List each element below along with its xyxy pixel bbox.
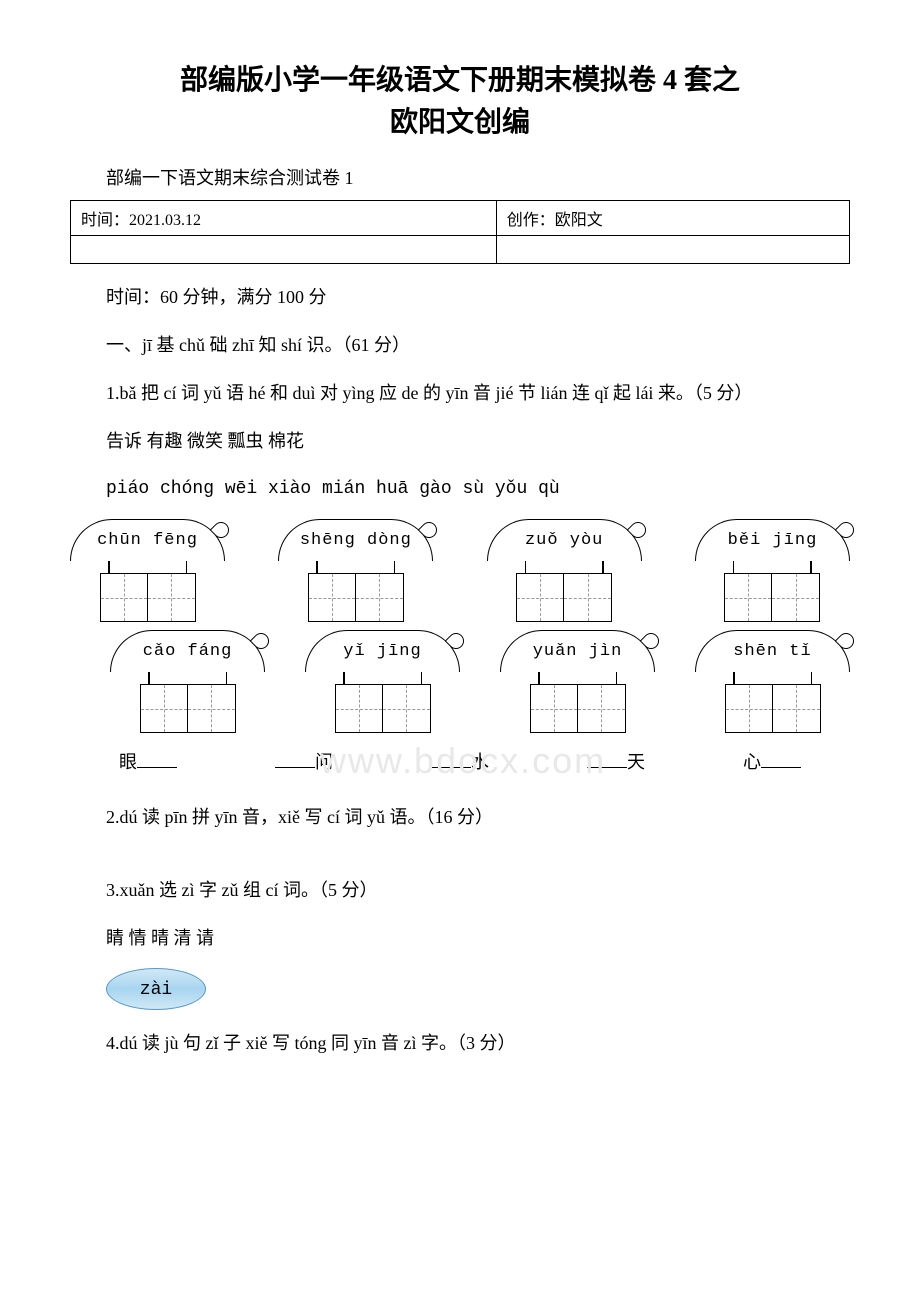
info-table: 时间：2021.03.12 创作：欧阳文 bbox=[70, 200, 850, 264]
mushroom-pinyin: shēn tǐ bbox=[695, 630, 850, 672]
title-line-1: 部编版小学一年级语文下册期末模拟卷 4 套之 bbox=[70, 60, 850, 102]
info-empty-cell bbox=[496, 236, 849, 264]
mushroom-item: zuǒ yòu bbox=[487, 519, 642, 622]
document-title: 部编版小学一年级语文下册期末模拟卷 4 套之 欧阳文创编 bbox=[70, 60, 850, 144]
question-4: 4.dú 读 jù 句 zǐ 子 xiě 写 tóng 同 yīn 音 zì 字… bbox=[70, 1025, 850, 1061]
mushroom-pinyin: běi jīng bbox=[695, 519, 850, 561]
mushroom-pinyin: chūn fēng bbox=[70, 519, 225, 561]
blank-line bbox=[275, 750, 315, 768]
title-line-2: 欧阳文创编 bbox=[70, 102, 850, 144]
mushroom-row-2: cǎo fáng yǐ jīng yuǎn jìn shēn tǐ bbox=[70, 630, 850, 733]
mushroom-pinyin: cǎo fáng bbox=[110, 630, 265, 672]
blank-line bbox=[137, 750, 177, 768]
question-1-pinyin: piáo chóng wēi xiào mián huā gào sù yǒu … bbox=[70, 471, 850, 507]
mushroom-item: cǎo fáng bbox=[110, 630, 265, 733]
mushroom-item: shēng dòng bbox=[278, 519, 433, 622]
mushroom-item: yuǎn jìn bbox=[500, 630, 655, 733]
question-3: 3.xuǎn 选 zì 字 zǔ 组 cí 词。（5 分） bbox=[70, 872, 850, 908]
fill-item: 心 bbox=[743, 748, 801, 774]
info-author-cell: 创作：欧阳文 bbox=[496, 201, 849, 236]
question-1: 1.bǎ 把 cí 词 yǔ 语 hé 和 duì 对 yìng 应 de 的 … bbox=[70, 375, 850, 411]
info-time-cell: 时间：2021.03.12 bbox=[71, 201, 497, 236]
mushroom-pinyin: shēng dòng bbox=[278, 519, 433, 561]
info-empty-cell bbox=[71, 236, 497, 264]
watermark-text: www.bdocx.com bbox=[320, 740, 606, 782]
section-1-heading: 一、jī 基 chǔ 础 zhī 知 shí 识。（61 分） bbox=[70, 327, 850, 363]
mushroom-item: běi jīng bbox=[695, 519, 850, 622]
blank-line bbox=[761, 750, 801, 768]
pinyin-bubble: zài bbox=[106, 968, 206, 1010]
subtitle: 部编一下语文期末综合测试卷 1 bbox=[70, 164, 850, 190]
question-1-words: 告诉 有趣 微笑 瓢虫 棉花 bbox=[70, 423, 850, 459]
time-info: 时间：60 分钟，满分 100 分 bbox=[70, 279, 850, 315]
question-3-chars: 睛 情 晴 清 请 bbox=[70, 920, 850, 956]
mushroom-item: chūn fēng bbox=[70, 519, 225, 622]
mushroom-item: yǐ jīng bbox=[305, 630, 460, 733]
fill-item: 眼 bbox=[119, 748, 177, 774]
mushroom-pinyin: zuǒ yòu bbox=[487, 519, 642, 561]
mushroom-item: shēn tǐ bbox=[695, 630, 850, 733]
mushroom-pinyin: yuǎn jìn bbox=[500, 630, 655, 672]
mushroom-pinyin: yǐ jīng bbox=[305, 630, 460, 672]
mushroom-row-1: chūn fēng shēng dòng zuǒ yòu běi jīng bbox=[70, 519, 850, 622]
question-2: 2.dú 读 pīn 拼 yīn 音，xiě 写 cí 词 yǔ 语。（16 分… bbox=[70, 799, 850, 835]
